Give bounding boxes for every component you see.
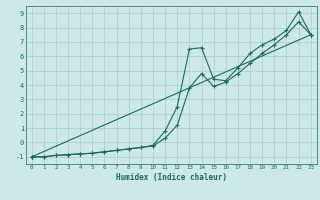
X-axis label: Humidex (Indice chaleur): Humidex (Indice chaleur) — [116, 173, 227, 182]
